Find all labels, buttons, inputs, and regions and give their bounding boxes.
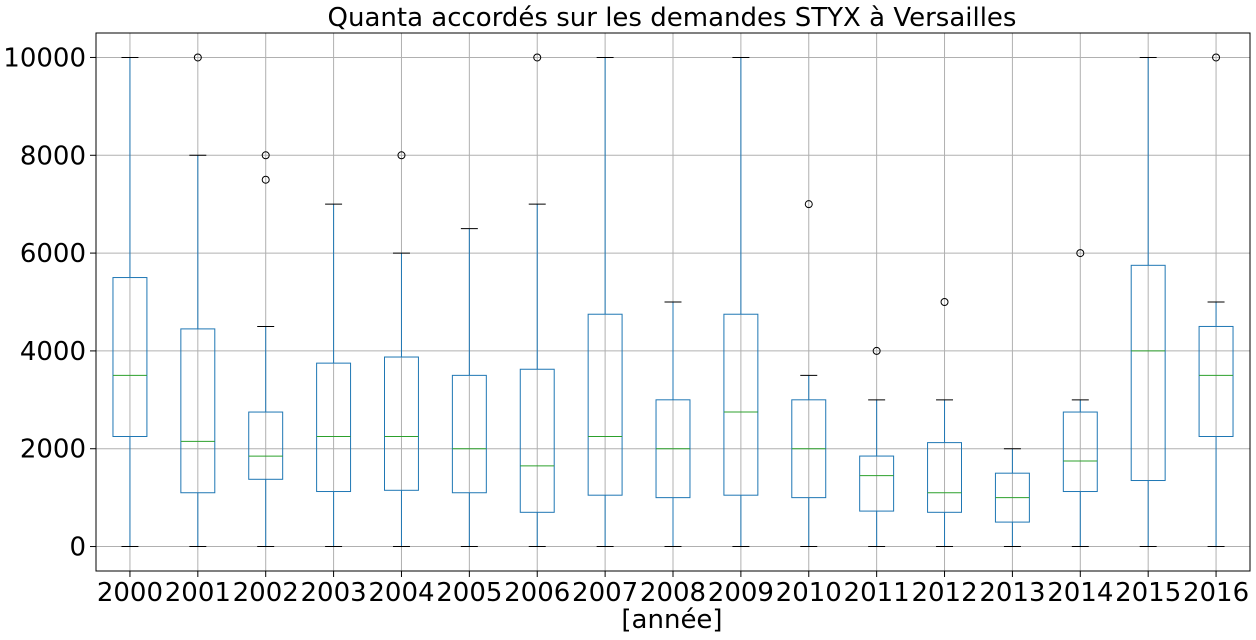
outlier-point xyxy=(397,151,406,160)
x-tick-label: 2004 xyxy=(368,578,434,608)
x-axis-label: [année] xyxy=(621,605,722,635)
box-iqr xyxy=(451,374,487,494)
box-2014 xyxy=(1062,249,1098,548)
x-tick-label: 2000 xyxy=(97,578,163,608)
x-tick-label: 2010 xyxy=(776,578,842,608)
outlier-point xyxy=(804,200,813,209)
x-tick-label: 2009 xyxy=(708,578,774,608)
box-2010 xyxy=(791,200,827,548)
box-2016 xyxy=(1198,53,1234,548)
box-iqr xyxy=(927,442,963,513)
box-iqr xyxy=(519,368,555,513)
x-ticks: 2000 2001 2002 2003 2004 2005 2006 2007 2008 2009… xyxy=(97,571,1249,608)
box-2003 xyxy=(316,203,352,548)
x-tick-label: 2012 xyxy=(911,578,977,608)
x-tick-label: 2002 xyxy=(233,578,299,608)
box-2012 xyxy=(927,298,963,548)
x-tick-label: 2007 xyxy=(572,578,638,608)
y-ticks: 0 2000 4000 6000 8000 10000 xyxy=(3,43,96,563)
chart-title: Quanta accordés sur les demandes STYX à … xyxy=(328,3,1017,33)
box-2002 xyxy=(248,151,284,548)
x-tick-label: 2013 xyxy=(979,578,1045,608)
box-2015 xyxy=(1130,56,1166,548)
box-2008 xyxy=(655,301,691,548)
box-2011 xyxy=(859,346,895,548)
box-2009 xyxy=(723,56,759,548)
box-iqr xyxy=(859,455,895,512)
box-2006 xyxy=(519,53,555,548)
box-iqr xyxy=(587,313,623,496)
x-tick-label: 2014 xyxy=(1047,578,1113,608)
box-iqr xyxy=(723,313,759,496)
x-tick-label: 2003 xyxy=(301,578,367,608)
box-iqr xyxy=(112,277,148,437)
y-tick-label: 2000 xyxy=(20,435,86,465)
outlier-point xyxy=(533,53,542,62)
x-tick-label: 2016 xyxy=(1183,578,1249,608)
x-tick-label: 2015 xyxy=(1115,578,1181,608)
boxes xyxy=(112,53,1234,548)
box-2007 xyxy=(587,56,623,548)
box-2004 xyxy=(384,151,419,548)
box-iqr xyxy=(1198,325,1234,438)
outlier-point xyxy=(193,53,202,62)
x-tick-label: 2001 xyxy=(165,578,231,608)
box-iqr xyxy=(1130,264,1166,482)
outlier-point xyxy=(261,175,270,184)
box-iqr xyxy=(1062,411,1098,493)
box-iqr xyxy=(384,356,419,491)
y-tick-label: 4000 xyxy=(20,337,86,367)
box-2013 xyxy=(994,448,1030,548)
x-tick-label: 2005 xyxy=(436,578,502,608)
outlier-point xyxy=(1212,53,1221,62)
y-tick-label: 10000 xyxy=(3,43,86,73)
outlier-point xyxy=(872,346,881,355)
y-tick-label: 6000 xyxy=(20,239,86,269)
x-tick-label: 2008 xyxy=(640,578,706,608)
box-2001 xyxy=(180,53,216,548)
box-iqr xyxy=(248,411,284,480)
box-2000 xyxy=(112,56,148,548)
box-2005 xyxy=(451,228,487,548)
outlier-point xyxy=(1076,249,1085,258)
y-tick-label: 8000 xyxy=(20,141,86,171)
box-iqr xyxy=(180,328,216,494)
x-tick-label: 2006 xyxy=(504,578,570,608)
box-iqr xyxy=(316,362,352,493)
outlier-point xyxy=(940,298,949,306)
x-tick-label: 2011 xyxy=(844,578,910,608)
outlier-point xyxy=(261,151,270,160)
y-tick-label: 0 xyxy=(69,533,86,563)
